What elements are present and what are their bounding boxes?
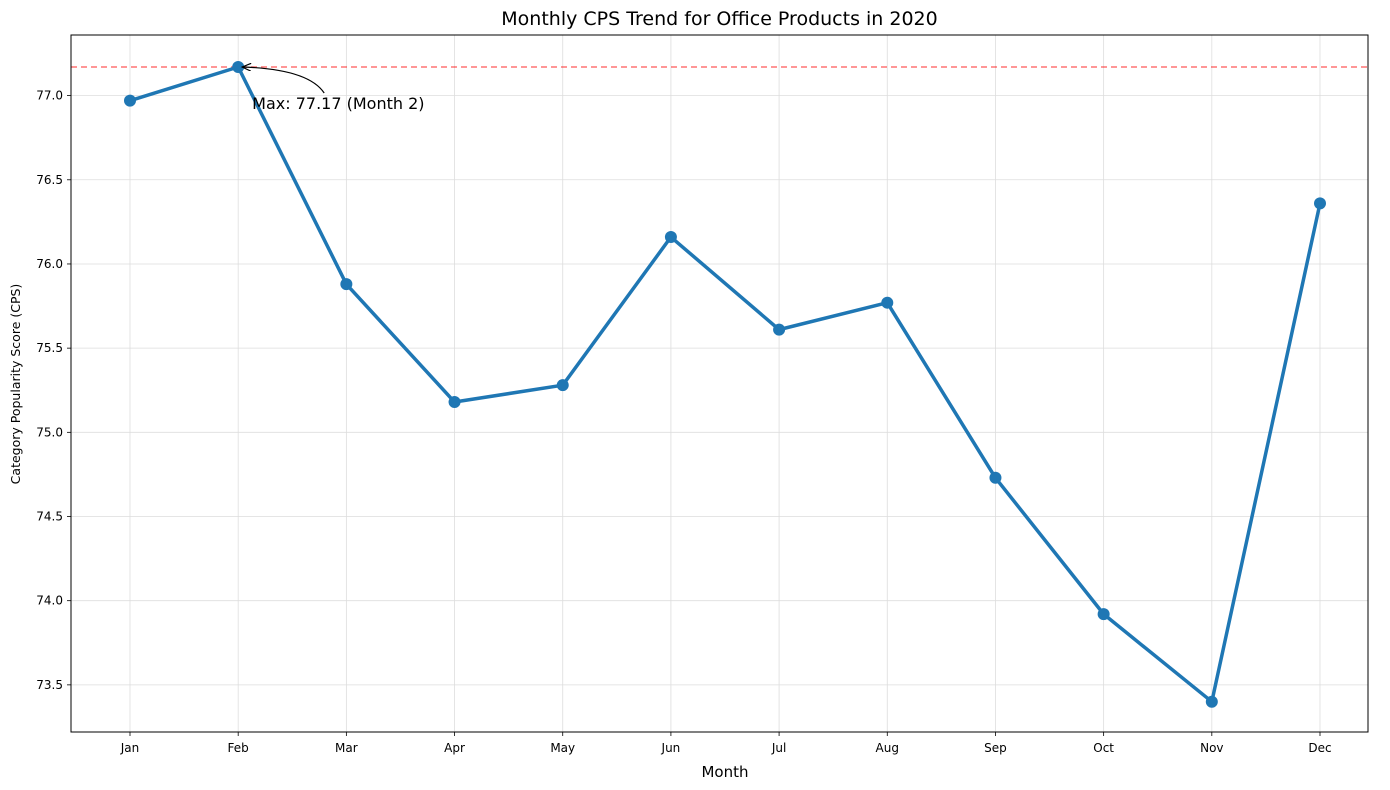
x-tick-label: May <box>550 741 575 755</box>
y-tick-label: 73.5 <box>36 678 63 692</box>
x-tick-label: Aug <box>876 741 899 755</box>
x-tick-label: Jun <box>661 741 681 755</box>
plot-area-frame <box>70 34 1369 733</box>
annotation-arrow <box>242 67 325 94</box>
y-axis-label: Category Popularity Score (CPS) <box>8 284 23 485</box>
max-annotation-text: Max: 77.17 (Month 2) <box>252 94 424 113</box>
x-tick-label: Dec <box>1308 741 1331 755</box>
x-tick-label: Jul <box>771 741 786 755</box>
grid <box>71 35 1368 732</box>
y-tick-label: 74.0 <box>36 594 63 608</box>
x-axis-label: Month <box>701 763 748 781</box>
axes: Jan Feb Mar Apr May Jun Jul Aug Sep Oct Nov Dec 73.5… <box>36 89 1331 755</box>
x-tick-label: Sep <box>984 741 1007 755</box>
data-point <box>773 323 786 336</box>
x-tick-label: Nov <box>1200 741 1223 755</box>
chart-title: Monthly CPS Trend for Office Products in… <box>501 8 937 30</box>
y-tick-label: 75.0 <box>36 425 63 439</box>
data-point <box>989 471 1002 484</box>
series-line <box>128 65 1322 704</box>
x-tick-label: Mar <box>335 741 358 755</box>
data-point <box>124 94 136 107</box>
annotation-layer: Max: 77.17 (Month 2) <box>242 67 425 113</box>
data-point <box>1097 608 1110 621</box>
y-tick-label: 74.5 <box>36 510 63 524</box>
y-tick-label: 76.5 <box>36 173 63 187</box>
data-point <box>448 396 461 409</box>
data-point <box>556 379 569 392</box>
x-tick-label: Feb <box>228 741 249 755</box>
y-tick-label: 76.0 <box>36 257 63 271</box>
data-point <box>664 231 677 244</box>
data-point <box>340 278 353 291</box>
y-tick-label: 77.0 <box>36 89 63 103</box>
x-tick-label: Oct <box>1093 741 1114 755</box>
x-tick-label: Apr <box>444 741 465 755</box>
y-tick-label: 75.5 <box>36 341 63 355</box>
data-point <box>1314 197 1326 210</box>
data-point <box>881 296 894 309</box>
x-tick-label: Jan <box>120 741 140 755</box>
data-point <box>1205 695 1218 708</box>
